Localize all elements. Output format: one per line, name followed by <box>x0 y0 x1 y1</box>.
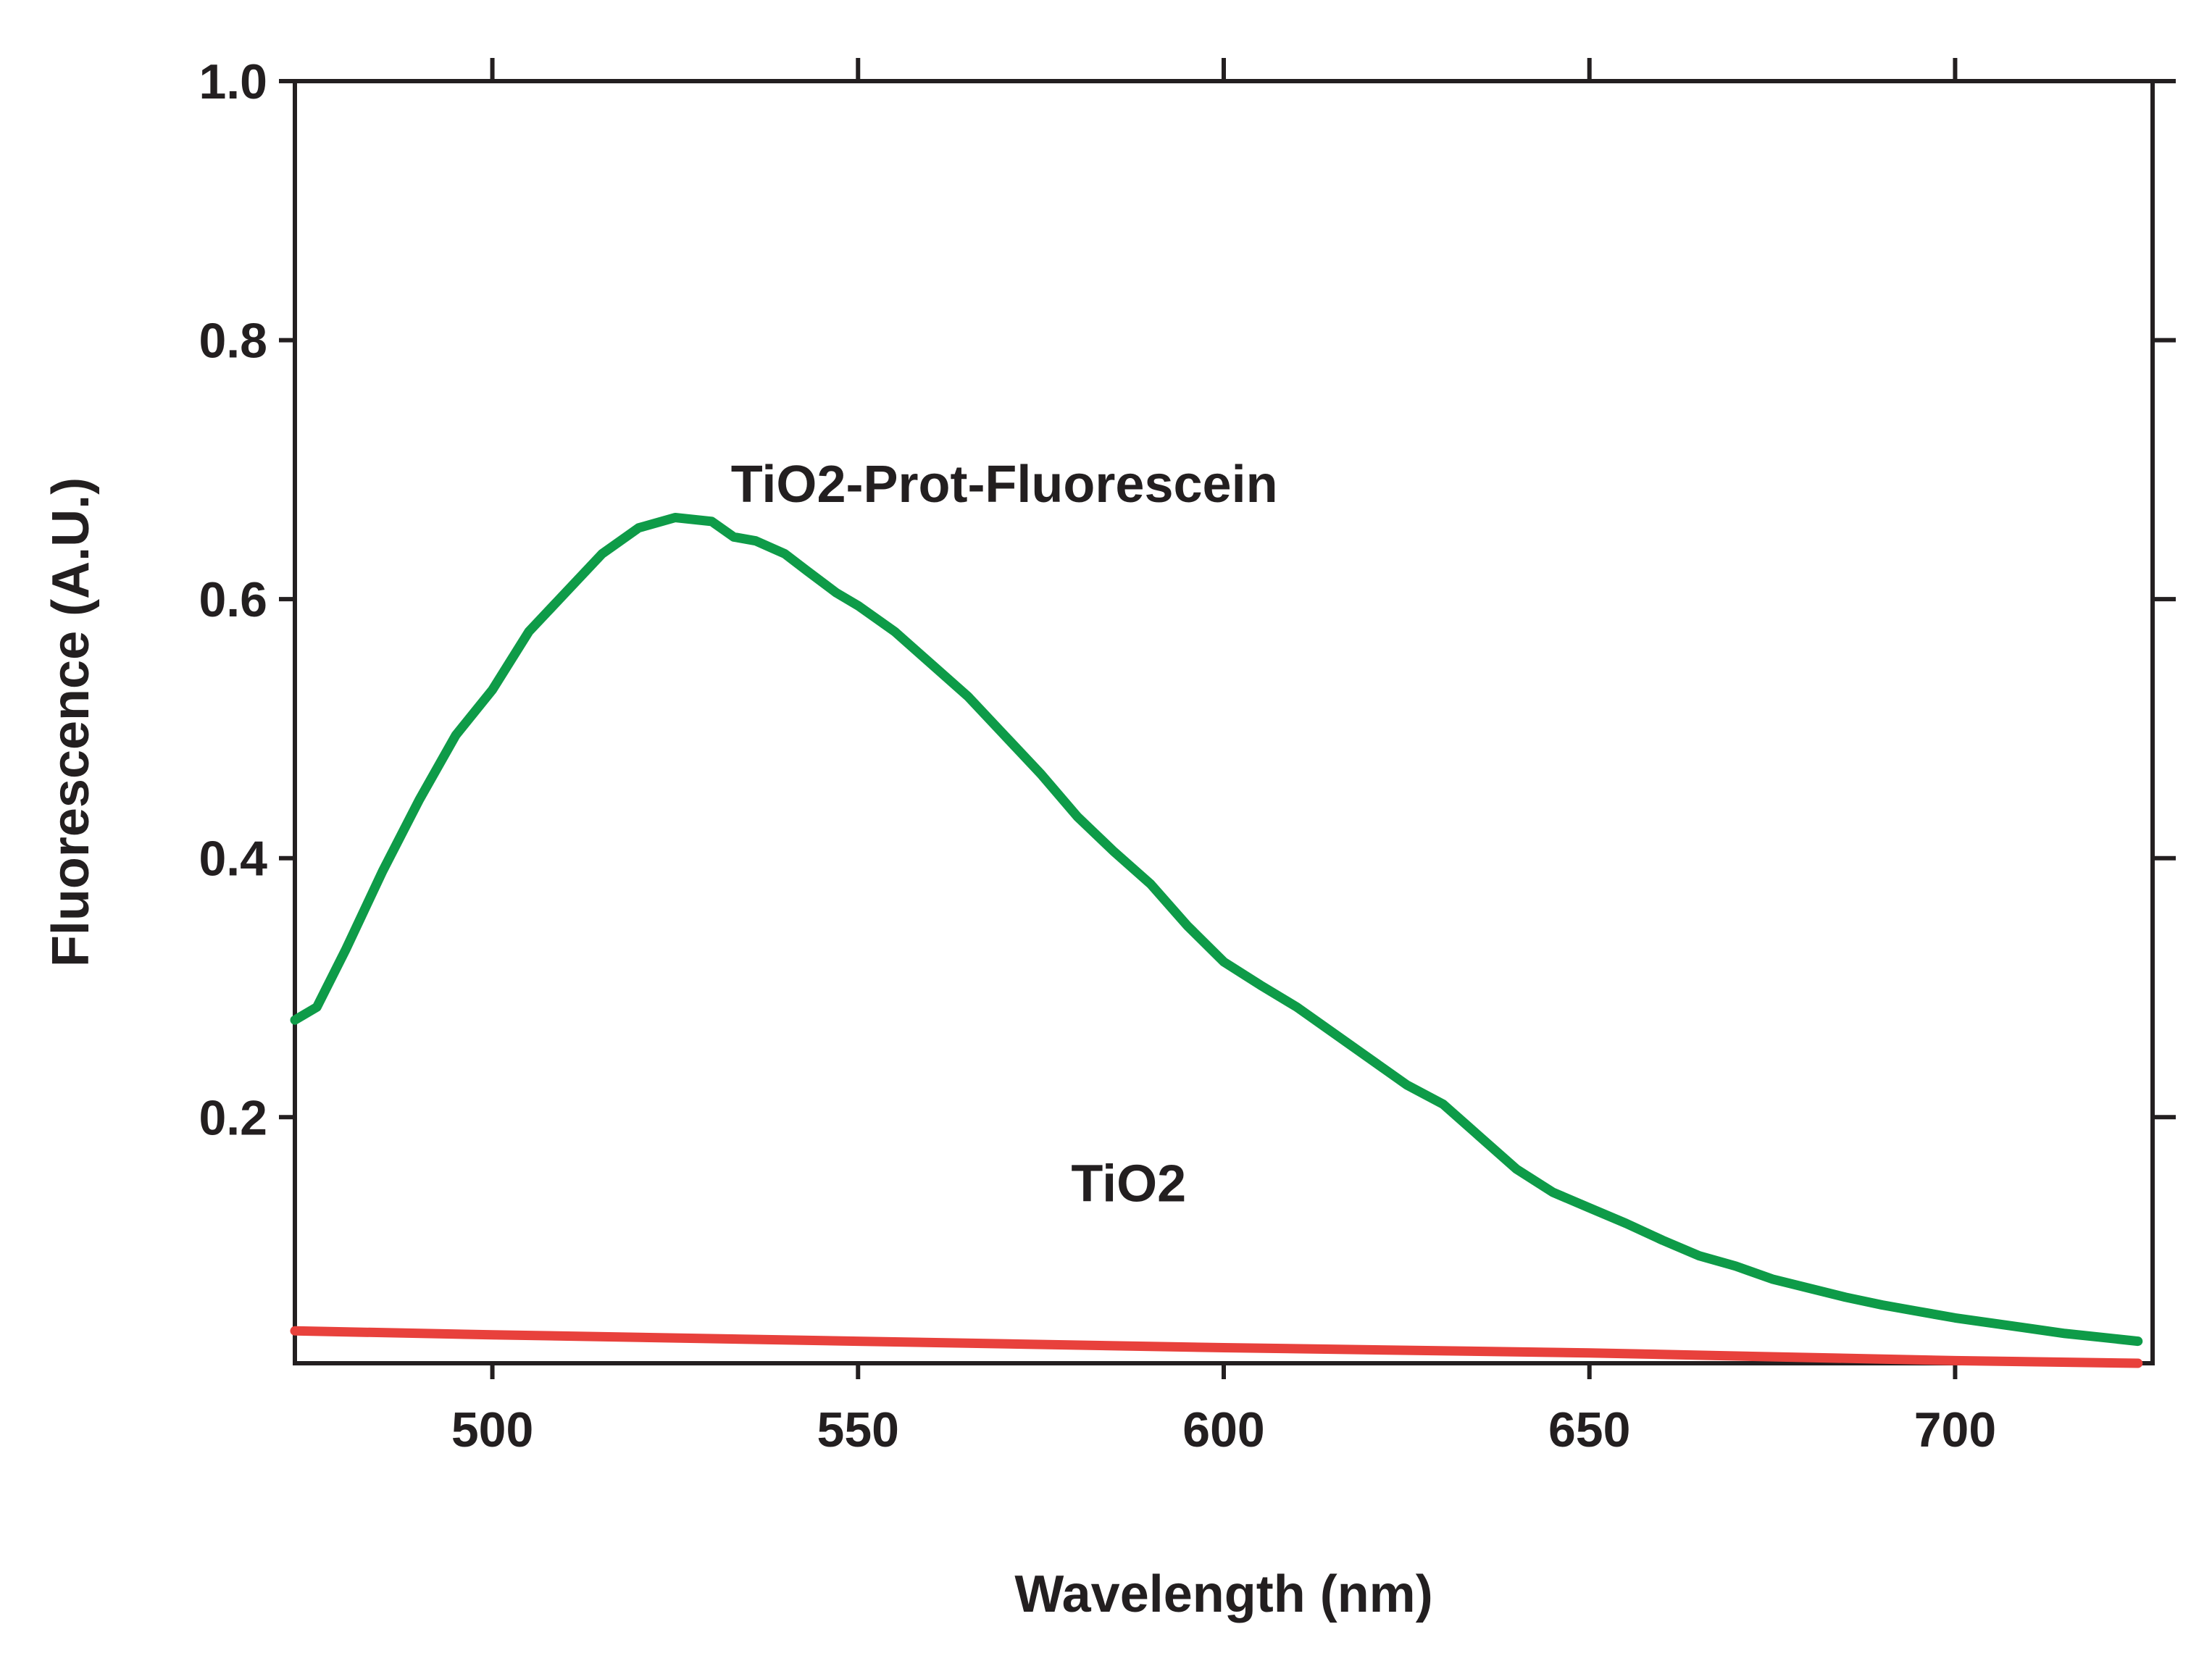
annotations: TiO2-Prot-Fluorescein TiO2 <box>731 456 1278 1213</box>
tick-labels: 500 550 600 650 700 0.2 0.4 0.6 0.8 1.0 <box>199 54 1996 1457</box>
x-tick-label: 600 <box>1182 1402 1264 1457</box>
series-label-tio2-prot-fluorescein: TiO2-Prot-Fluorescein <box>731 456 1278 514</box>
y-tick-label: 0.2 <box>199 1090 267 1145</box>
series-label-tio2: TiO2 <box>1071 1155 1186 1213</box>
y-tick-label: 0.6 <box>199 572 267 627</box>
axis-ticks <box>279 58 2176 1379</box>
y-tick-label: 1.0 <box>199 54 267 109</box>
y-tick-label: 0.8 <box>199 314 267 369</box>
x-tick-label: 700 <box>1914 1402 1996 1457</box>
x-axis-label: Wavelength (nm) <box>1014 1565 1432 1623</box>
series-line-tio2-prot-fluorescein <box>290 513 2143 1347</box>
series-line-tio2 <box>290 1326 2143 1368</box>
x-tick-label: 550 <box>817 1402 899 1457</box>
x-tick-label: 650 <box>1548 1402 1630 1457</box>
y-tick-label: 0.4 <box>199 832 267 887</box>
series-group <box>290 513 2143 1368</box>
y-axis-label: Fluorescence (A.U.) <box>42 477 100 967</box>
x-tick-label: 500 <box>451 1402 533 1457</box>
plot-frame <box>293 79 2155 1365</box>
